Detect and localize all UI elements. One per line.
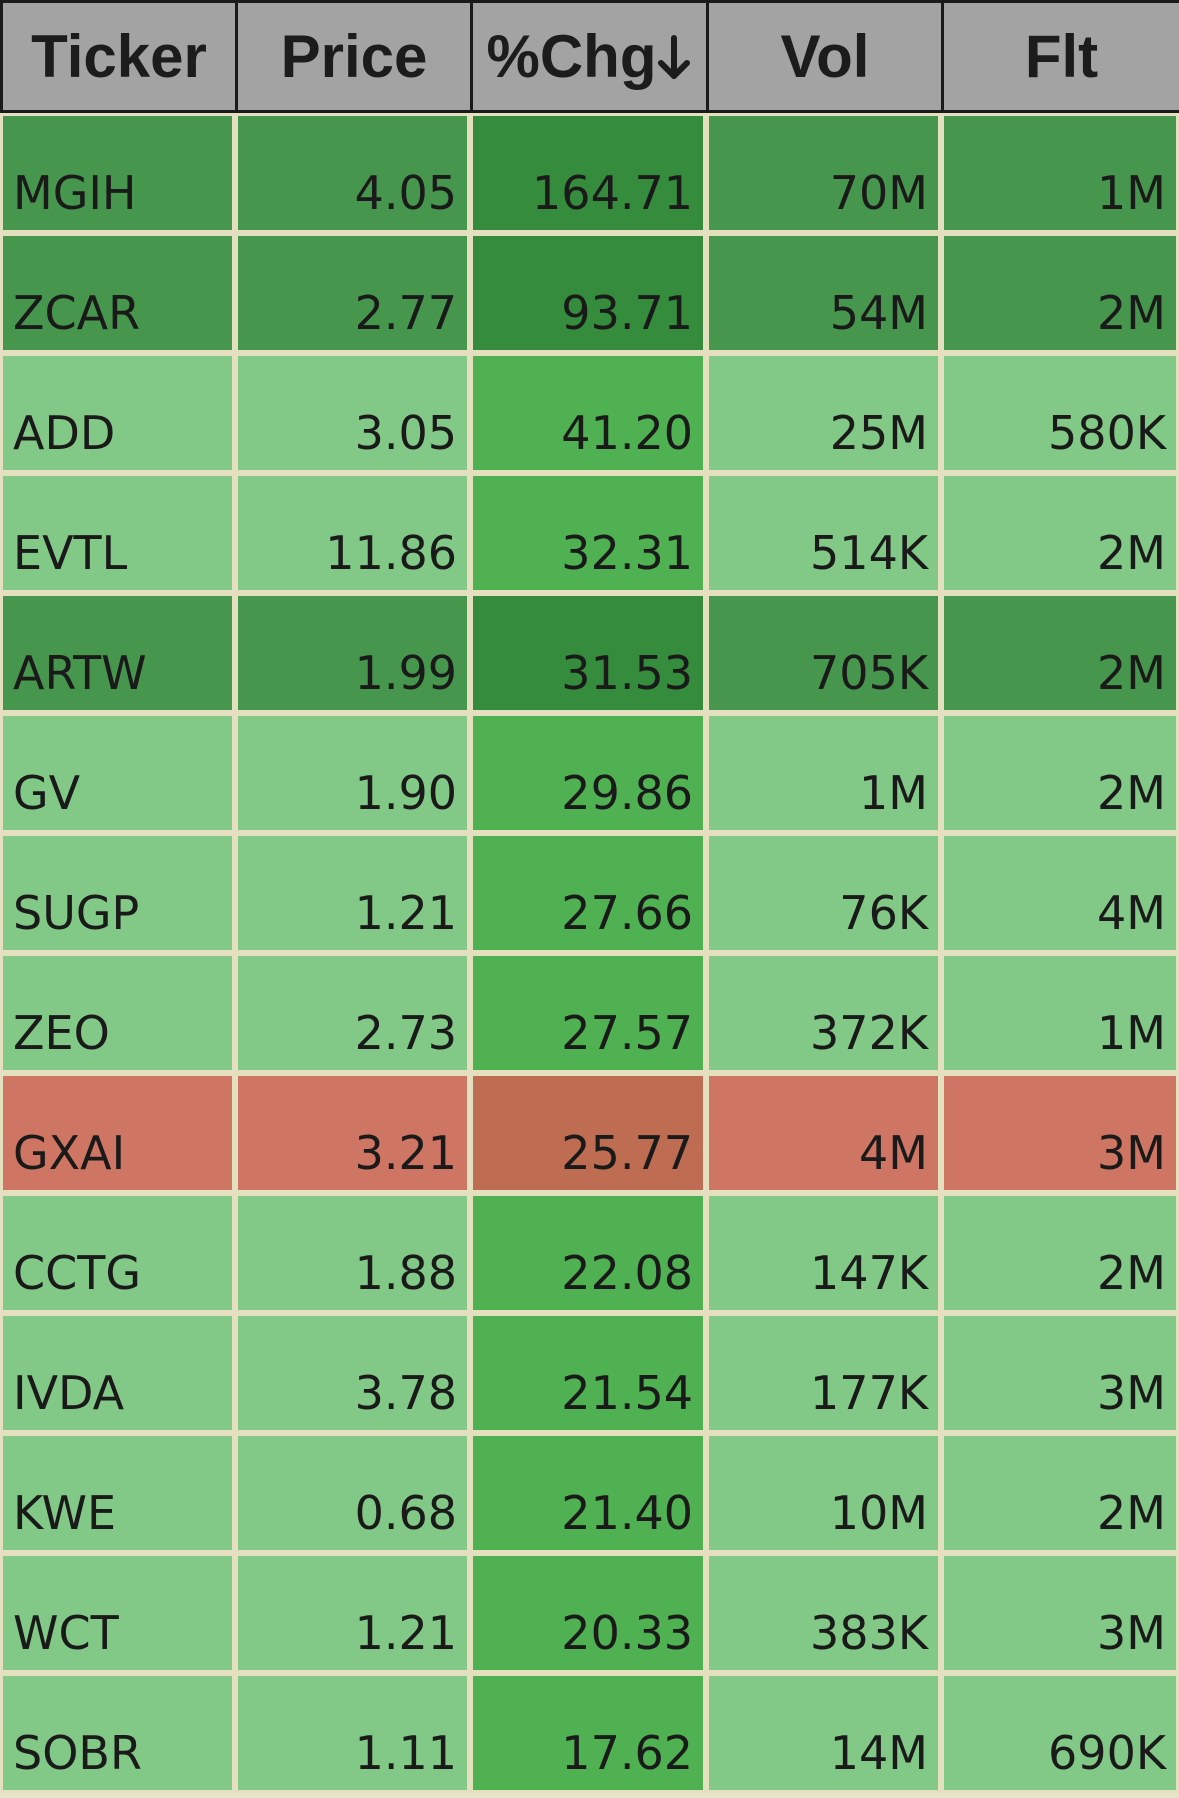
cell-float[interactable]: 3M (941, 1313, 1179, 1433)
cell-price[interactable]: 11.86 (235, 473, 470, 593)
cell-change[interactable]: 17.62 (470, 1673, 706, 1793)
cell-float[interactable]: 1M (941, 113, 1179, 233)
column-header-change-label: %Chg (486, 23, 657, 90)
cell-change[interactable]: 20.33 (470, 1553, 706, 1673)
cell-price[interactable]: 1.11 (235, 1673, 470, 1793)
cell-change[interactable]: 31.53 (470, 593, 706, 713)
cell-change[interactable]: 32.31 (470, 473, 706, 593)
cell-volume[interactable]: 705K (706, 593, 941, 713)
cell-ticker[interactable]: EVTL (0, 473, 235, 593)
cell-price[interactable]: 2.73 (235, 953, 470, 1073)
cell-change[interactable]: 93.71 (470, 233, 706, 353)
cell-price[interactable]: 2.77 (235, 233, 470, 353)
cell-volume[interactable]: 54M (706, 233, 941, 353)
cell-price[interactable]: 1.90 (235, 713, 470, 833)
cell-ticker[interactable]: WCT (0, 1553, 235, 1673)
cell-ticker[interactable]: SOBR (0, 1673, 235, 1793)
cell-volume[interactable]: 25M (706, 353, 941, 473)
cell-volume[interactable]: 383K (706, 1553, 941, 1673)
cell-change[interactable]: 41.20 (470, 353, 706, 473)
cell-volume[interactable]: 1M (706, 713, 941, 833)
cell-float[interactable]: 2M (941, 593, 1179, 713)
cell-float[interactable]: 2M (941, 233, 1179, 353)
cell-change[interactable]: 27.57 (470, 953, 706, 1073)
cell-ticker[interactable]: GV (0, 713, 235, 833)
cell-float[interactable]: 580K (941, 353, 1179, 473)
cell-volume[interactable]: 4M (706, 1073, 941, 1193)
cell-volume[interactable]: 76K (706, 833, 941, 953)
cell-change[interactable]: 21.40 (470, 1433, 706, 1553)
cell-volume[interactable]: 514K (706, 473, 941, 593)
cell-float[interactable]: 2M (941, 1433, 1179, 1553)
cell-price[interactable]: 1.99 (235, 593, 470, 713)
cell-change[interactable]: 21.54 (470, 1313, 706, 1433)
column-header-float[interactable]: Flt (941, 0, 1179, 113)
cell-price[interactable]: 1.21 (235, 1553, 470, 1673)
column-header-price[interactable]: Price (235, 0, 473, 113)
column-header-ticker[interactable]: Ticker (0, 0, 238, 113)
column-header-ticker-label: Ticker (31, 23, 207, 90)
cell-ticker[interactable]: IVDA (0, 1313, 235, 1433)
cell-volume[interactable]: 10M (706, 1433, 941, 1553)
cell-float[interactable]: 2M (941, 473, 1179, 593)
column-header-change[interactable]: %Chg (470, 0, 709, 113)
column-header-float-label: Flt (1024, 23, 1099, 90)
cell-float[interactable]: 3M (941, 1553, 1179, 1673)
cell-float[interactable]: 1M (941, 953, 1179, 1073)
cell-float[interactable]: 690K (941, 1673, 1179, 1793)
cell-change[interactable]: 29.86 (470, 713, 706, 833)
column-header-volume[interactable]: Vol (706, 0, 944, 113)
cell-change[interactable]: 25.77 (470, 1073, 706, 1193)
cell-float[interactable]: 2M (941, 713, 1179, 833)
cell-ticker[interactable]: GXAI (0, 1073, 235, 1193)
cell-price[interactable]: 3.78 (235, 1313, 470, 1433)
cell-float[interactable]: 2M (941, 1193, 1179, 1313)
column-header-price-label: Price (280, 23, 428, 90)
cell-ticker[interactable]: KWE (0, 1433, 235, 1553)
cell-ticker[interactable]: MGIH (0, 113, 235, 233)
cell-price[interactable]: 3.21 (235, 1073, 470, 1193)
cell-ticker[interactable]: ARTW (0, 593, 235, 713)
cell-change[interactable]: 22.08 (470, 1193, 706, 1313)
cell-price[interactable]: 1.88 (235, 1193, 470, 1313)
cell-ticker[interactable]: ADD (0, 353, 235, 473)
cell-ticker[interactable]: ZCAR (0, 233, 235, 353)
cell-change[interactable]: 164.71 (470, 113, 706, 233)
cell-change[interactable]: 27.66 (470, 833, 706, 953)
column-header-volume-label: Vol (780, 23, 870, 90)
cell-price[interactable]: 4.05 (235, 113, 470, 233)
cell-volume[interactable]: 147K (706, 1193, 941, 1313)
cell-volume[interactable]: 70M (706, 113, 941, 233)
cell-volume[interactable]: 372K (706, 953, 941, 1073)
cell-price[interactable]: 3.05 (235, 353, 470, 473)
cell-price[interactable]: 1.21 (235, 833, 470, 953)
cell-float[interactable]: 4M (941, 833, 1179, 953)
cell-ticker[interactable]: ZEO (0, 953, 235, 1073)
cell-volume[interactable]: 177K (706, 1313, 941, 1433)
cell-ticker[interactable]: CCTG (0, 1193, 235, 1313)
arrow-down-icon (658, 34, 691, 79)
cell-price[interactable]: 0.68 (235, 1433, 470, 1553)
cell-volume[interactable]: 14M (706, 1673, 941, 1793)
cell-ticker[interactable]: SUGP (0, 833, 235, 953)
cell-float[interactable]: 3M (941, 1073, 1179, 1193)
